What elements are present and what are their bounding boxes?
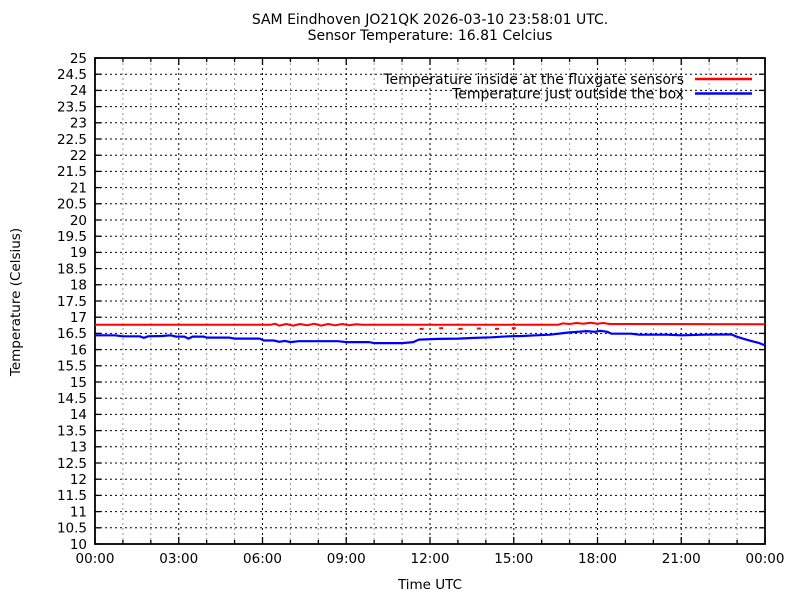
y-tick-label: 10.5 (57, 521, 87, 537)
y-tick-label: 15.5 (57, 359, 87, 375)
series-inside-noise-dot (511, 327, 516, 330)
y-tick-label: 25 (70, 51, 87, 67)
y-tick-label: 12 (70, 472, 87, 488)
y-tick-label: 22 (70, 148, 87, 164)
y-tick-label: 17 (70, 310, 87, 326)
x-tick-label: 18:00 (578, 551, 617, 567)
y-tick-label: 15 (70, 375, 87, 391)
y-tick-label: 23 (70, 116, 87, 132)
series-inside-line (95, 321, 766, 327)
x-tick-label: 00:00 (76, 551, 115, 567)
chart-title-line1: SAM Eindhoven JO21QK 2026-03-10 23:58:01… (251, 12, 609, 28)
y-tick-label: 14.5 (57, 391, 87, 407)
y-tick-label: 14 (70, 407, 87, 423)
y-tick-label: 20.5 (57, 197, 87, 213)
legend-label: Temperature just outside the box (451, 86, 684, 102)
y-tick-label: 19 (70, 245, 87, 261)
x-tick-label: 15:00 (494, 551, 533, 567)
series-inside-noise-dot (439, 327, 444, 330)
y-tick-label: 12.5 (57, 456, 87, 472)
y-tick-label: 21 (70, 180, 87, 196)
series-outside-line (95, 329, 766, 347)
y-tick-label: 13 (70, 440, 87, 456)
series-inside-noise-dot (495, 327, 499, 330)
x-tick-label: 06:00 (243, 551, 282, 567)
y-tick-label: 13.5 (57, 423, 87, 439)
y-tick-label: 16 (70, 342, 87, 358)
y-tick-label: 18 (70, 278, 87, 294)
plot-border (94, 57, 766, 545)
legend-label: Temperature inside at the fluxgate senso… (382, 72, 684, 88)
x-tick-label: 12:00 (411, 551, 450, 567)
chart-title-line2: Sensor Temperature: 16.81 Celcius (307, 27, 553, 44)
y-tick-label: 18.5 (57, 261, 87, 277)
y-tick-label: 11 (70, 504, 87, 520)
x-axis-label: Time UTC (397, 577, 463, 593)
y-tick-label: 16.5 (57, 326, 87, 342)
x-tick-label: 21:00 (662, 551, 701, 567)
y-tick-label: 17.5 (57, 294, 87, 310)
x-tick-label: 00:00 (746, 551, 785, 567)
chart-title: SAM Eindhoven JO21QK 2026-03-10 23:58:01… (60, 12, 800, 44)
y-tick-label: 24 (70, 83, 87, 99)
y-tick-label: 23.5 (57, 99, 87, 115)
y-tick-label: 11.5 (57, 488, 87, 504)
y-tick-label: 20 (70, 213, 87, 229)
series-inside-noise-dot (419, 327, 424, 330)
y-tick-label: 10 (70, 537, 87, 553)
series-inside-noise-dot (458, 327, 463, 330)
x-tick-label: 03:00 (159, 551, 198, 567)
series-inside-noise-dot (476, 327, 481, 330)
y-tick-label: 21.5 (57, 164, 87, 180)
x-tick-label: 09:00 (327, 551, 366, 567)
y-tick-label: 19.5 (57, 229, 87, 245)
y-tick-label: 22.5 (57, 132, 87, 148)
y-tick-label: 24.5 (57, 67, 87, 83)
